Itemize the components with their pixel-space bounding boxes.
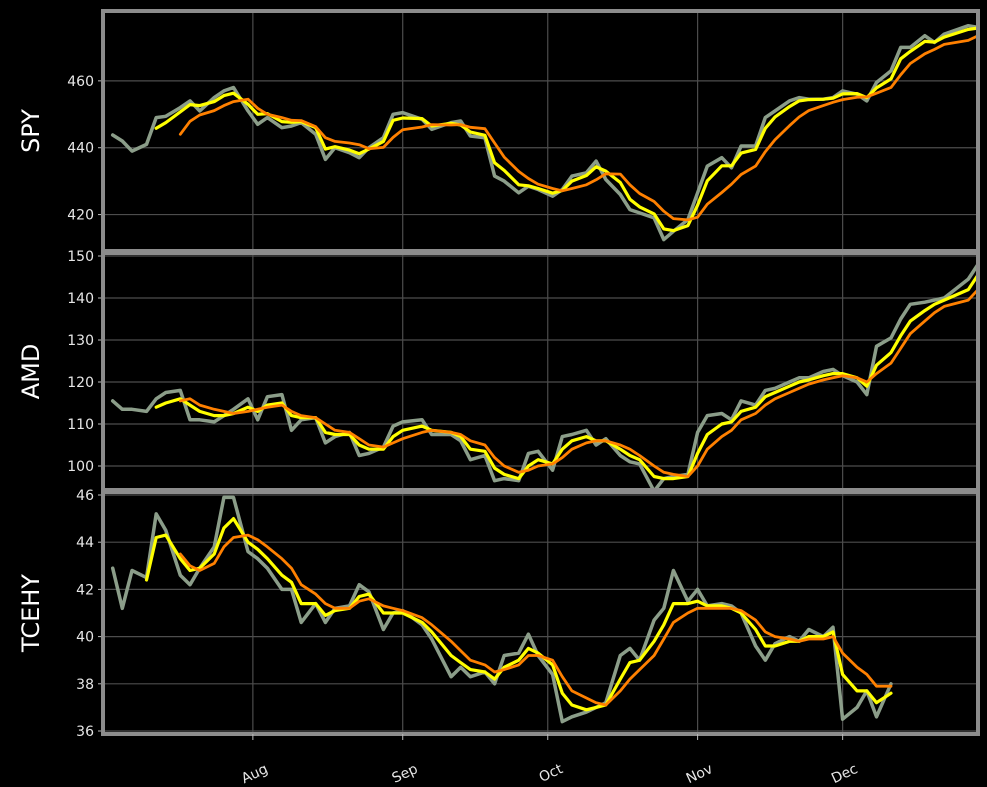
y-axis-label: AMD	[17, 344, 45, 400]
y-tick-label: 36	[76, 724, 94, 740]
y-tick-label: 100	[67, 459, 94, 475]
long-moving-average-line	[178, 34, 980, 222]
y-tick-label: 38	[76, 677, 94, 693]
long-moving-average-line	[178, 288, 980, 478]
y-tick-label: 110	[67, 417, 94, 433]
close-price-line	[110, 495, 893, 724]
y-axis-label: SPY	[17, 109, 45, 153]
plot-area	[103, 11, 978, 251]
panel-amd: 100 110 120 130 140 150 AMD	[17, 249, 980, 493]
long-moving-average-line	[178, 533, 893, 707]
y-tick-label: 120	[67, 375, 94, 391]
y-tick-label: 440	[67, 141, 94, 157]
y-tick-label: 150	[67, 249, 94, 265]
y-tick-label: 130	[67, 333, 94, 349]
y-axis-label: TCEHY	[17, 574, 45, 653]
short-moving-average-line	[154, 273, 980, 481]
y-tick-label: 460	[67, 74, 94, 90]
y-tick-label: 42	[76, 582, 94, 598]
short-moving-average-line	[154, 26, 980, 233]
y-tick-label: 420	[67, 208, 94, 224]
short-moving-average-line	[144, 517, 893, 712]
panel-spy: 420 440 460 SPY	[17, 9, 980, 253]
plot-area	[103, 492, 978, 734]
y-tick-label: 44	[76, 535, 94, 551]
panel-tcehy: 36 38 40 42 44 46 TCEHY	[17, 488, 980, 740]
plot-area	[103, 253, 978, 490]
panel-frame	[101, 490, 980, 736]
y-tick-label: 140	[67, 291, 94, 307]
y-tick-label: 40	[76, 630, 94, 646]
y-tick-label: 46	[76, 488, 94, 504]
